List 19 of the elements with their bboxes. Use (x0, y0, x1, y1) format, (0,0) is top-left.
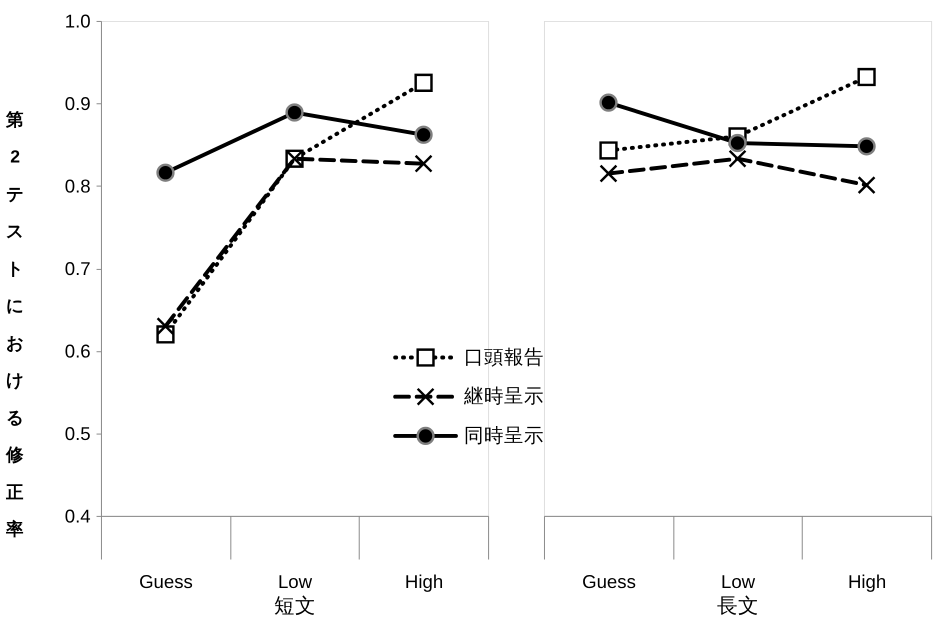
x-tick-label: High (404, 570, 444, 592)
x-axis-title: 短文 (274, 594, 316, 618)
y-tick-label: 0.7 (64, 258, 91, 279)
legend-label: 同時呈示 (464, 424, 544, 447)
y-tick-label: 0.8 (64, 175, 91, 196)
y-tick-label: 0.5 (64, 422, 91, 444)
legend-label: 継時呈示 (462, 386, 544, 408)
text: 第2テストにおける修正率 (6, 109, 24, 540)
x-axis-title: 長文 (717, 594, 760, 618)
x-tick-label: Low (278, 570, 313, 592)
y-tick-label: 1.0 (64, 10, 91, 32)
x-tick-label: Guess (582, 570, 636, 592)
x-tick-label: Guess (139, 570, 193, 592)
y-tick-label: 0.4 (64, 505, 91, 526)
y-tick-label: 0.9 (64, 92, 91, 114)
x-tick-label: High (848, 570, 886, 592)
x-tick-label: Low (720, 570, 756, 592)
y-tick-label: 0.6 (64, 340, 91, 362)
legend-label: 口頭報告 (464, 346, 544, 368)
